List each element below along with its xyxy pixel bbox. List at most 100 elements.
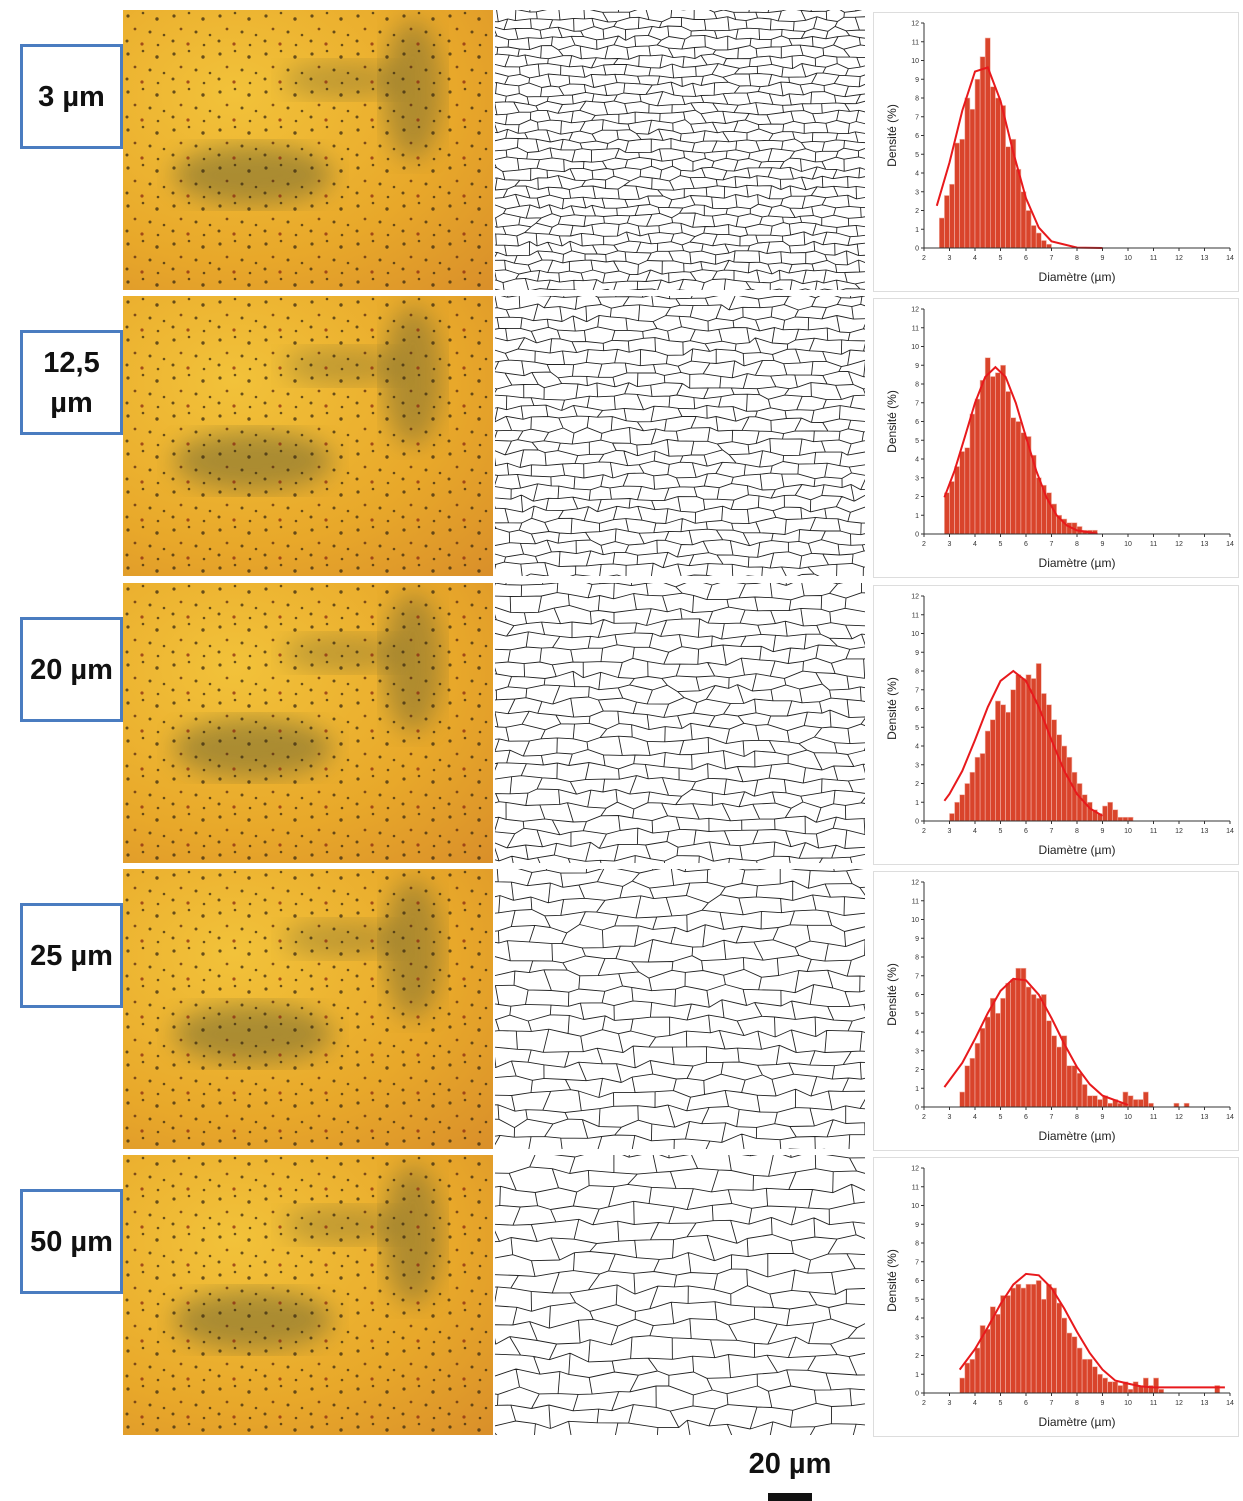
y-tick-label: 4 <box>915 1030 919 1037</box>
bar <box>1107 1102 1114 1108</box>
x-tick-label: 3 <box>948 1400 952 1407</box>
bar <box>1076 783 1083 822</box>
bar <box>1071 771 1078 822</box>
pores <box>123 10 493 290</box>
y-tick-label: 9 <box>915 936 919 943</box>
x-tick-label: 7 <box>1050 541 1054 548</box>
row-label: 20 µm <box>20 617 123 722</box>
bar <box>1173 1102 1180 1108</box>
bar <box>944 492 950 535</box>
bar <box>1046 1283 1052 1394</box>
y-tick-label: 8 <box>915 955 919 962</box>
bar <box>1051 1035 1057 1108</box>
y-axis-label: Densité (%) <box>885 963 899 1026</box>
y-tick-label: 10 <box>911 1203 919 1210</box>
y-tick-label: 5 <box>915 1297 919 1304</box>
x-tick-label: 4 <box>973 541 977 548</box>
x-tick-label: 12 <box>1175 828 1183 835</box>
y-tick-label: 2 <box>915 781 919 788</box>
bar <box>939 217 945 249</box>
x-tick-label: 10 <box>1124 255 1132 262</box>
x-tick-label: 2 <box>922 1400 926 1407</box>
panel-svg <box>495 583 865 863</box>
bar <box>995 372 1001 535</box>
cell-edges <box>495 869 865 1149</box>
x-tick-label: 8 <box>1075 1114 1079 1121</box>
panel-svg <box>123 869 493 1149</box>
bar <box>1000 1295 1006 1394</box>
bar <box>964 97 971 249</box>
pores <box>123 583 493 863</box>
y-axis-label: Densité (%) <box>885 1249 899 1312</box>
bar <box>984 730 991 822</box>
pores <box>123 869 493 1149</box>
cell-edges <box>495 10 865 290</box>
y-tick-label: 2 <box>915 208 919 215</box>
pores <box>123 296 493 576</box>
bar <box>964 783 971 822</box>
y-tick-label: 1 <box>915 1086 919 1093</box>
y-tick-label: 1 <box>915 800 919 807</box>
y-tick-label: 1 <box>915 513 919 520</box>
cell-edges <box>495 296 865 576</box>
x-tick-label: 7 <box>1050 828 1054 835</box>
histogram-panel: 0 1 2 3 4 5 6 7 8 9 10 11 12 2 3 4 5 6 7 8 9 10 11 12 13 14 Diamèt… <box>873 1157 1239 1437</box>
y-tick-label: 1 <box>915 1372 919 1379</box>
y-tick-label: 8 <box>915 382 919 389</box>
y-tick-label: 10 <box>911 917 919 924</box>
bar <box>1122 816 1129 822</box>
y-tick-label: 0 <box>915 1105 919 1112</box>
x-tick-label: 14 <box>1226 828 1234 835</box>
bar <box>1046 243 1052 249</box>
x-axis-label: Diamètre (µm) <box>1039 270 1116 284</box>
x-tick-label: 12 <box>1175 1400 1183 1407</box>
x-tick-label: 9 <box>1101 1114 1105 1121</box>
x-tick-label: 5 <box>999 255 1003 262</box>
x-tick-label: 2 <box>922 255 926 262</box>
y-tick-label: 4 <box>915 171 919 178</box>
fit-curve <box>943 669 1104 817</box>
bar <box>1025 210 1032 249</box>
y-tick-label: 0 <box>915 1391 919 1398</box>
bar <box>1076 1072 1083 1108</box>
bar <box>1020 678 1027 822</box>
y-tick-label: 12 <box>911 307 919 314</box>
y-tick-label: 7 <box>915 973 919 980</box>
tessellation <box>495 1155 865 1435</box>
x-tick-label: 3 <box>948 541 952 548</box>
bar <box>1041 693 1047 822</box>
bar <box>1142 1091 1149 1108</box>
x-tick-label: 12 <box>1175 255 1183 262</box>
y-tick-label: 6 <box>915 419 919 426</box>
bar <box>1086 1095 1093 1108</box>
bar <box>1005 391 1012 535</box>
bar <box>1158 1388 1165 1394</box>
x-tick-label: 13 <box>1201 541 1209 548</box>
bar <box>969 1057 976 1108</box>
x-tick-label: 6 <box>1024 541 1028 548</box>
bar <box>1066 1065 1073 1108</box>
x-tick-label: 8 <box>1075 1400 1079 1407</box>
bar <box>1025 986 1032 1108</box>
bar <box>1071 1336 1078 1394</box>
bar <box>1035 477 1042 535</box>
micrograph <box>123 296 493 576</box>
y-axis-label: Densité (%) <box>885 677 899 740</box>
bar <box>954 801 960 822</box>
bar <box>1046 704 1052 822</box>
bar <box>949 183 955 249</box>
y-tick-label: 3 <box>915 189 919 196</box>
x-tick-label: 4 <box>973 255 977 262</box>
x-tick-label: 8 <box>1075 255 1079 262</box>
bar <box>979 56 986 249</box>
bar <box>974 398 981 535</box>
bar <box>1035 232 1042 249</box>
bar <box>974 1347 981 1394</box>
x-tick-label: 11 <box>1150 1114 1157 1121</box>
y-tick-label: 4 <box>915 1316 919 1323</box>
micrograph <box>123 583 493 863</box>
tessellation <box>495 583 865 863</box>
y-tick-label: 3 <box>915 762 919 769</box>
cell-edges <box>495 583 865 863</box>
